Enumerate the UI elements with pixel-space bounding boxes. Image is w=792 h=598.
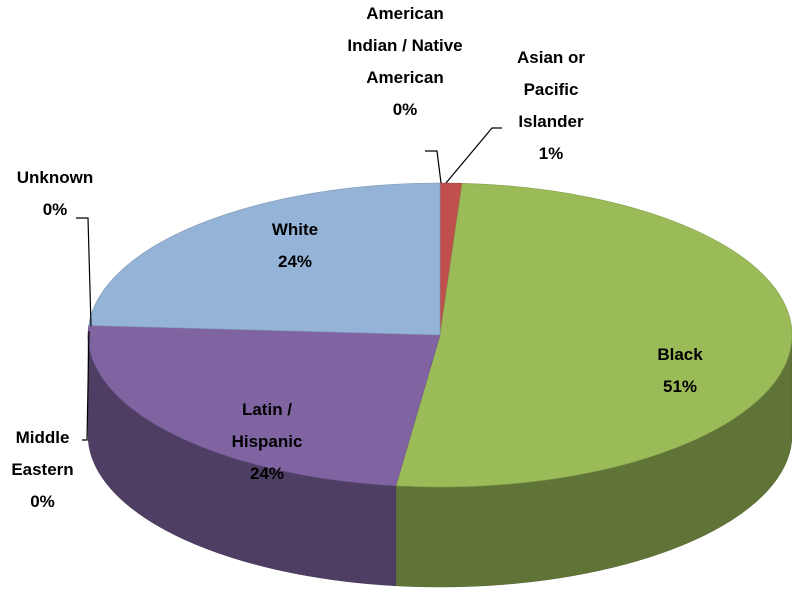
slice xyxy=(395,182,792,488)
leader-line xyxy=(82,330,90,441)
slice-name: Latin / Hispanic xyxy=(231,400,303,451)
leader-line xyxy=(76,217,92,327)
slice-name: Black xyxy=(657,345,703,364)
slice xyxy=(88,182,441,336)
leader-line xyxy=(425,150,442,184)
slice-value: 1% xyxy=(538,144,564,163)
slice-value: 0% xyxy=(30,492,55,511)
slice-value: 0% xyxy=(42,200,68,219)
slice-value: 0% xyxy=(392,100,418,119)
slice-value: 24% xyxy=(277,252,313,271)
data-label: Unknown 0% xyxy=(0,162,110,226)
data-label: White 24% xyxy=(240,214,350,278)
slice xyxy=(87,325,441,487)
slice-name: Asian or Pacific Islander xyxy=(516,48,586,131)
slice-name: White xyxy=(271,220,319,239)
leader-line xyxy=(445,127,502,184)
slice-value: 51% xyxy=(662,377,698,396)
slice-name: Middle Eastern xyxy=(11,428,74,479)
data-label: Asian or Pacific Islander 1% xyxy=(496,42,606,170)
data-label: Latin / Hispanic 24% xyxy=(212,394,322,490)
data-label: Middle Eastern 0% xyxy=(0,422,90,518)
slice-name: American Indian / Native American xyxy=(347,4,463,87)
data-label: Black 51% xyxy=(625,339,735,403)
slice-value: 24% xyxy=(249,464,285,483)
data-label: American Indian / Native American 0% xyxy=(345,0,465,126)
slice-name: Unknown xyxy=(16,168,94,187)
